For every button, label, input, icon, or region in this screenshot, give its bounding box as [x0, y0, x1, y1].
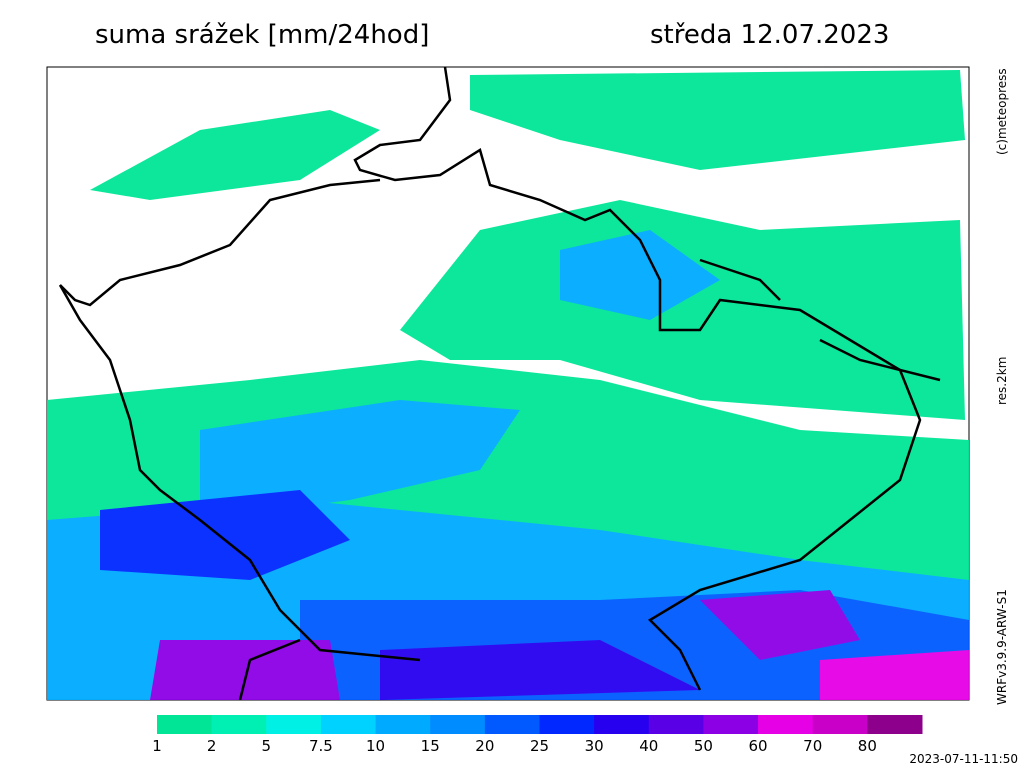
- title: suma srážek [mm/24hod]: [95, 20, 429, 50]
- legend-swatch: [703, 715, 759, 734]
- legend-swatch: [320, 715, 377, 734]
- legend-label: 7.5: [309, 737, 333, 755]
- timestamp: 2023-07-11-11:50: [909, 752, 1018, 766]
- legend-label: 5: [262, 737, 272, 755]
- legend-swatch: [157, 715, 213, 734]
- legend-label: 25: [530, 737, 549, 755]
- copyright: (c)meteopress: [995, 68, 1009, 155]
- map: [46, 66, 970, 701]
- legend-swatch: [266, 715, 322, 734]
- legend-swatch: [375, 715, 431, 734]
- legend-label: 80: [858, 737, 877, 755]
- legend-swatch: [648, 715, 704, 734]
- legend-swatch: [758, 715, 814, 734]
- legend-label: 40: [639, 737, 658, 755]
- legend-label: 2: [207, 737, 217, 755]
- legend-label: 50: [694, 737, 713, 755]
- legend-swatch: [430, 715, 486, 734]
- date: středa 12.07.2023: [650, 20, 889, 50]
- legend-label: 70: [803, 737, 822, 755]
- legend-label: 15: [421, 737, 440, 755]
- legend-swatch: [211, 715, 267, 734]
- legend-swatch: [867, 715, 923, 734]
- legend: 1 2 5 7.5 10 15 20 25 30 40 50 60 70 80: [152, 715, 923, 755]
- legend-swatch: [812, 715, 868, 734]
- legend-label: 30: [585, 737, 604, 755]
- legend-label: 10: [366, 737, 385, 755]
- legend-swatch: [484, 715, 540, 734]
- model: WRFv3.9.9-ARW-S1: [995, 589, 1009, 705]
- resolution: res.2km: [995, 357, 1009, 405]
- legend-swatch: [594, 715, 650, 734]
- legend-label: 60: [749, 737, 768, 755]
- legend-label: 20: [475, 737, 494, 755]
- borders: [58, 66, 941, 701]
- legend-swatch: [539, 715, 595, 734]
- legend-label: 1: [152, 737, 162, 755]
